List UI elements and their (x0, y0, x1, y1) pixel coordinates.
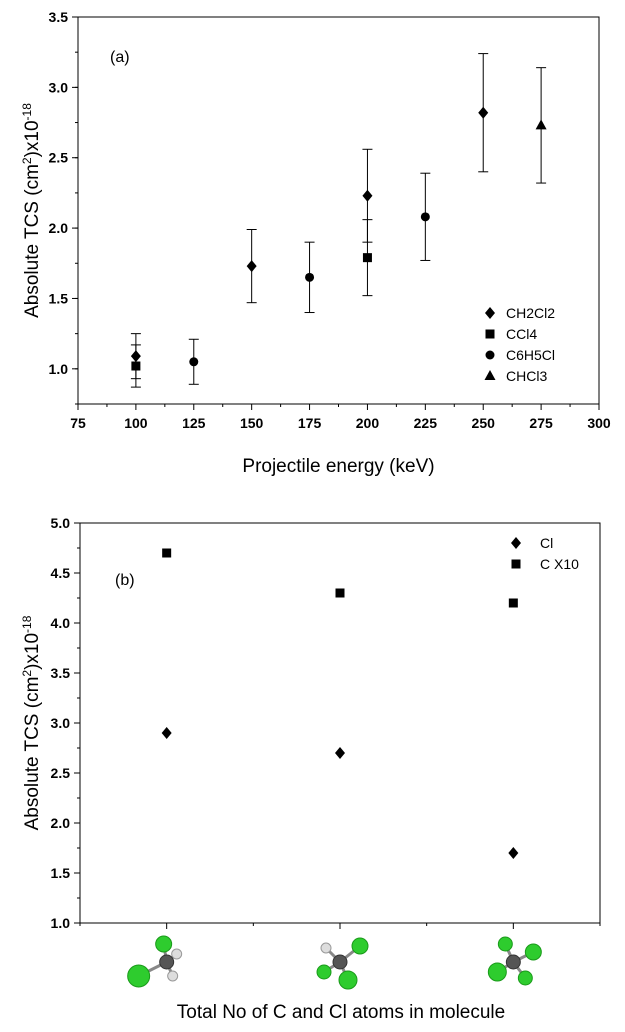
y-tick-label: 5.0 (51, 515, 71, 531)
chlorine-atom (524, 943, 542, 961)
data-point-CH2Cl2 (246, 260, 257, 273)
panel-a-legend: CH2Cl2 CCl4 C6H5Cl CHCl3 (484, 305, 555, 384)
x-tick-label: 225 (414, 415, 438, 431)
panel-a-label: (a) (110, 49, 130, 66)
chlorine-atom (497, 936, 513, 952)
y-label-b-sup1: 2 (20, 670, 34, 677)
hydrogen-atom (171, 948, 183, 960)
y-tick-label: 1.0 (51, 915, 71, 931)
data-point-CCl4 (362, 253, 372, 263)
panel-b-x-axis-label: Total No of C and Cl atoms in molecule (177, 1002, 505, 1023)
data-point-C-X10 (335, 588, 345, 598)
molecule-icons (127, 935, 542, 990)
chlorine-atom (338, 970, 358, 990)
panel-b-y-axis-label: Absolute TCS (cm2)x10-18 (20, 615, 43, 830)
data-point-Cl (335, 747, 345, 759)
data-point-CH2Cl2 (362, 189, 373, 202)
carbon-atom (332, 954, 348, 970)
y-tick-label: 2.0 (51, 815, 71, 831)
panel-b-axes: 1.0 1.5 2.0 2.5 3.0 3.5 4.0 4.5 5.0 (51, 515, 601, 931)
y-tick-label: 1.5 (51, 865, 71, 881)
hydrogen-atom (167, 970, 179, 982)
chlorine-atom (517, 970, 533, 986)
legend-marker-Cl (511, 537, 521, 549)
legend-label: C6H5Cl (506, 347, 555, 363)
y-tick-label: 1.5 (49, 290, 69, 306)
y-label-b-sup2: -18 (20, 615, 34, 633)
legend-label: Cl (540, 535, 553, 551)
x-tick-label: 150 (240, 415, 264, 431)
y-tick-label: 4.5 (51, 565, 71, 581)
data-point-CHCl3 (535, 119, 547, 130)
molecule-icon-CHCl3 (316, 937, 369, 990)
data-point-C-X10 (162, 548, 172, 558)
x-tick-label: 200 (356, 415, 380, 431)
panel-b-legend: Cl C X10 (511, 535, 579, 572)
x-tick-label: 300 (587, 415, 611, 431)
y-label-a-mid: )x10 (22, 120, 43, 157)
y-tick-label: 2.5 (51, 765, 71, 781)
data-point-CCl4 (131, 361, 141, 371)
carbon-atom (159, 954, 175, 970)
chlorine-atom (351, 937, 369, 955)
chlorine-atom (316, 964, 332, 980)
y-tick-label: 3.5 (51, 665, 71, 681)
panel-a-marks (130, 53, 547, 388)
legend-label: C X10 (540, 556, 579, 572)
data-point-C-X10 (508, 598, 518, 608)
legend-marker-C6H5Cl (485, 350, 495, 360)
x-tick-label: 100 (124, 415, 148, 431)
x-tick-label: 250 (472, 415, 496, 431)
legend-label: CCl4 (506, 326, 537, 342)
y-tick-label: 3.0 (51, 715, 71, 731)
x-tick-label: 125 (182, 415, 206, 431)
data-point-C6H5Cl (305, 272, 315, 282)
panel-b: 1.0 1.5 2.0 2.5 3.0 3.5 4.0 4.5 5.0 (b) Total No… (20, 515, 601, 1023)
chlorine-atom (155, 935, 173, 953)
legend-label: CH2Cl2 (506, 305, 555, 321)
carbon-atom (505, 954, 521, 970)
y-tick-label: 3.5 (49, 9, 69, 25)
y-label-a-pre: Absolute TCS (cm (22, 164, 43, 318)
y-tick-label: 4.0 (51, 615, 71, 631)
y-label-b-pre: Absolute TCS (cm (22, 677, 43, 831)
legend-marker-CH2Cl2 (485, 307, 495, 319)
panel-a-x-axis-label: Projectile energy (keV) (242, 456, 434, 477)
panel-a: 75 100 125 150 175 200 225 250 275 300 1.0 1.5 2.0 2.… (20, 9, 611, 477)
panel-b-label: (b) (115, 572, 135, 589)
panel-a-axes: 75 100 125 150 175 200 225 250 275 300 1.0 1.5 2.0 2.… (49, 9, 611, 431)
chlorine-atom (127, 964, 151, 988)
y-tick-label: 3.0 (49, 79, 69, 95)
data-point-CH2Cl2 (478, 106, 489, 119)
data-point-C6H5Cl (420, 212, 430, 222)
y-label-a-sup1: 2 (20, 157, 34, 164)
y-tick-label: 1.0 (49, 361, 69, 377)
panel-b-frame (79, 522, 601, 924)
data-point-Cl (508, 847, 519, 859)
molecule-icon-CCl4 (487, 936, 542, 986)
data-point-Cl (161, 727, 172, 739)
panel-a-frame (77, 16, 600, 405)
legend-marker-CCl4 (485, 329, 495, 339)
x-tick-label: 75 (70, 415, 86, 431)
x-tick-label: 275 (529, 415, 553, 431)
y-label-a-sup2: -18 (20, 103, 34, 121)
panel-b-marks (161, 548, 519, 859)
data-point-C6H5Cl (189, 357, 199, 367)
hydrogen-atom (320, 942, 332, 954)
legend-marker-CHCl3 (484, 370, 496, 380)
x-tick-label: 175 (298, 415, 322, 431)
y-tick-label: 2.0 (49, 220, 69, 236)
y-tick-label: 2.5 (49, 150, 69, 166)
chlorine-atom (487, 962, 507, 982)
legend-marker-C-X10 (511, 559, 521, 569)
legend-label: CHCl3 (506, 368, 547, 384)
y-label-b-mid: )x10 (22, 633, 43, 670)
panel-a-y-axis-label: Absolute TCS (cm2)x10-18 (20, 103, 43, 318)
molecule-icon-CH2Cl2 (127, 935, 183, 988)
